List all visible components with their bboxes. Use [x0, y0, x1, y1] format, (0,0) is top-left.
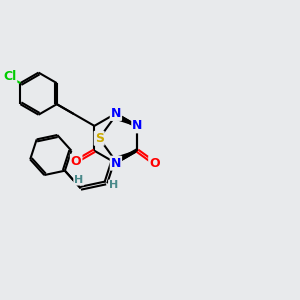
- Text: O: O: [71, 155, 82, 168]
- Text: H: H: [109, 180, 118, 190]
- Text: S: S: [95, 132, 104, 145]
- Text: Cl: Cl: [3, 70, 16, 83]
- Text: N: N: [132, 119, 142, 132]
- Text: O: O: [149, 157, 160, 169]
- Text: H: H: [74, 175, 83, 185]
- Text: N: N: [111, 157, 121, 170]
- Text: N: N: [111, 107, 121, 120]
